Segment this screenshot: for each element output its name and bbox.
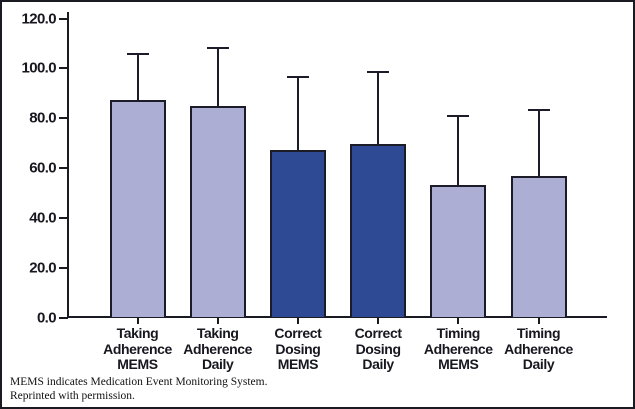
category-label-line: MEMS: [117, 356, 158, 372]
bar-timing-adherence-mems: [430, 185, 487, 318]
category-label-line: Adherence: [103, 340, 172, 357]
category-label-line: Timing: [516, 325, 561, 341]
y-tick-label-120.0: 120.0: [21, 10, 56, 28]
category-label-line: Dosing: [355, 340, 401, 357]
y-tick-mark-100.0: [59, 67, 68, 70]
error-bar-stem-correct-dosing-mems: [296, 77, 299, 151]
error-bar-cap-timing-adherence-daily: [527, 109, 550, 112]
category-label-line: Taking: [196, 325, 239, 341]
category-label-line: Taking: [116, 325, 159, 341]
y-tick-mark-20.0: [59, 266, 68, 269]
y-tick-mark-80.0: [59, 117, 68, 120]
y-tick-mark-60.0: [59, 167, 68, 170]
bar-taking-adherence-mems: [109, 99, 166, 318]
y-axis-line: [67, 12, 69, 318]
error-bar-stem-taking-adherence-mems: [136, 54, 139, 100]
bar-correct-dosing-daily: [350, 143, 407, 318]
y-tick-label-20.0: 20.0: [29, 259, 56, 277]
category-label-correct-dosing-daily: Correct Dosing Daily: [333, 325, 423, 373]
error-bar-stem-timing-adherence-daily: [537, 110, 540, 177]
x-tick-mark-timing-adherence-mems: [457, 318, 460, 324]
category-label-line: Adherence: [183, 340, 253, 357]
error-bar-stem-timing-adherence-mems: [457, 116, 460, 186]
category-label-timing-adherence-daily: Timing Adherence Daily: [494, 325, 584, 373]
error-bar-cap-correct-dosing-daily: [367, 71, 390, 74]
error-bar-cap-taking-adherence-daily: [206, 47, 229, 50]
bar-taking-adherence-daily: [189, 106, 246, 318]
category-label-correct-dosing-mems: Correct Dosing MEMS: [253, 325, 343, 373]
category-label-line: Adherence: [423, 340, 493, 357]
footnote: MEMS indicates Medication Event Monitori…: [10, 376, 267, 403]
category-label-taking-adherence-mems: Taking Adherence MEMS: [93, 325, 183, 373]
y-tick-mark-120.0: [59, 17, 68, 20]
bar-timing-adherence-daily: [510, 176, 567, 318]
error-bar-stem-taking-adherence-daily: [216, 48, 219, 107]
category-label-line: MEMS: [277, 356, 319, 372]
y-tick-mark-40.0: [59, 216, 68, 219]
x-tick-mark-correct-dosing-daily: [377, 318, 380, 324]
error-bar-cap-timing-adherence-mems: [447, 115, 470, 118]
x-tick-mark-taking-adherence-mems: [136, 318, 139, 324]
category-label-line: Daily: [362, 356, 394, 372]
error-bar-cap-taking-adherence-mems: [126, 53, 149, 56]
footnote-line-1: MEMS indicates Medication Event Monitori…: [10, 376, 268, 388]
error-bar-stem-correct-dosing-daily: [377, 72, 380, 144]
y-tick-label-60.0: 60.0: [29, 159, 56, 177]
category-label-line: Dosing: [275, 340, 321, 357]
category-label-timing-adherence-mems: Timing Adherence MEMS: [413, 325, 503, 373]
category-label-line: Daily: [201, 356, 234, 372]
x-tick-mark-correct-dosing-mems: [296, 318, 299, 324]
y-tick-mark-0.0: [59, 316, 68, 319]
category-label-line: Adherence: [504, 340, 573, 357]
x-tick-mark-timing-adherence-daily: [537, 318, 540, 324]
footnote-line-2: Reprinted with permission.: [10, 389, 135, 402]
y-tick-label-80.0: 80.0: [29, 109, 56, 127]
x-tick-mark-taking-adherence-daily: [216, 318, 219, 324]
category-label-line: Correct: [354, 325, 402, 341]
error-bar-cap-correct-dosing-mems: [286, 76, 309, 79]
category-label-line: Daily: [522, 356, 555, 372]
category-label-line: Correct: [274, 325, 322, 341]
y-tick-label-40.0: 40.0: [29, 209, 56, 227]
y-tick-label-100.0: 100.0: [21, 59, 56, 77]
category-label-taking-adherence-daily: Taking Adherence Daily: [173, 325, 263, 373]
bar-correct-dosing-mems: [269, 150, 326, 318]
category-label-line: MEMS: [438, 356, 479, 372]
x-axis-line: [67, 316, 607, 318]
y-tick-label-0.0: 0.0: [36, 309, 57, 326]
category-label-line: Timing: [436, 325, 481, 341]
